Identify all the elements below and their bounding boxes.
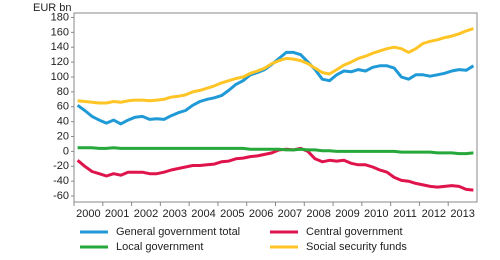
series-line [77,146,474,156]
x-tick-label: 2007 [278,208,302,220]
y-tick-label: 120 [51,56,69,68]
series-line [76,146,474,192]
x-tick-label: 2004 [191,208,215,220]
y-tick-label: -60 [53,190,69,202]
x-tick-label: 2001 [105,208,129,220]
x-tick-label: 2010 [364,208,388,220]
y-tick-label: 180 [51,11,69,23]
y-tick-label: 140 [51,41,69,53]
legend-label: Social security funds [306,241,407,253]
x-tick-label: 2013 [450,208,474,220]
x-tick-label: 2008 [306,208,330,220]
x-tick-label: 2005 [220,208,244,220]
y-tick-label: 80 [57,86,69,98]
series-line [77,27,474,105]
y-tick-label: -20 [53,160,69,172]
legend-label: Central government [306,226,403,238]
y-tick-label: 160 [51,26,69,38]
x-tick-label: 2000 [76,208,100,220]
x-tick-label: 2011 [393,208,417,220]
x-tick-label: 2003 [163,208,187,220]
y-axis-label: EUR bn [33,2,72,14]
y-tick-label: 20 [57,130,69,142]
x-tick-label: 2009 [335,208,359,220]
legend-label: General government total [116,226,240,238]
y-tick-label: 0 [63,145,69,157]
y-tick-label: 40 [57,116,69,128]
y-tick-label: -40 [53,175,69,187]
x-tick-label: 2006 [249,208,273,220]
y-tick-label: 100 [51,71,69,83]
x-tick-label: 2012 [422,208,446,220]
x-tick-label: 2002 [134,208,158,220]
legend-label: Local government [116,241,203,253]
y-tick-label: 60 [57,101,69,113]
